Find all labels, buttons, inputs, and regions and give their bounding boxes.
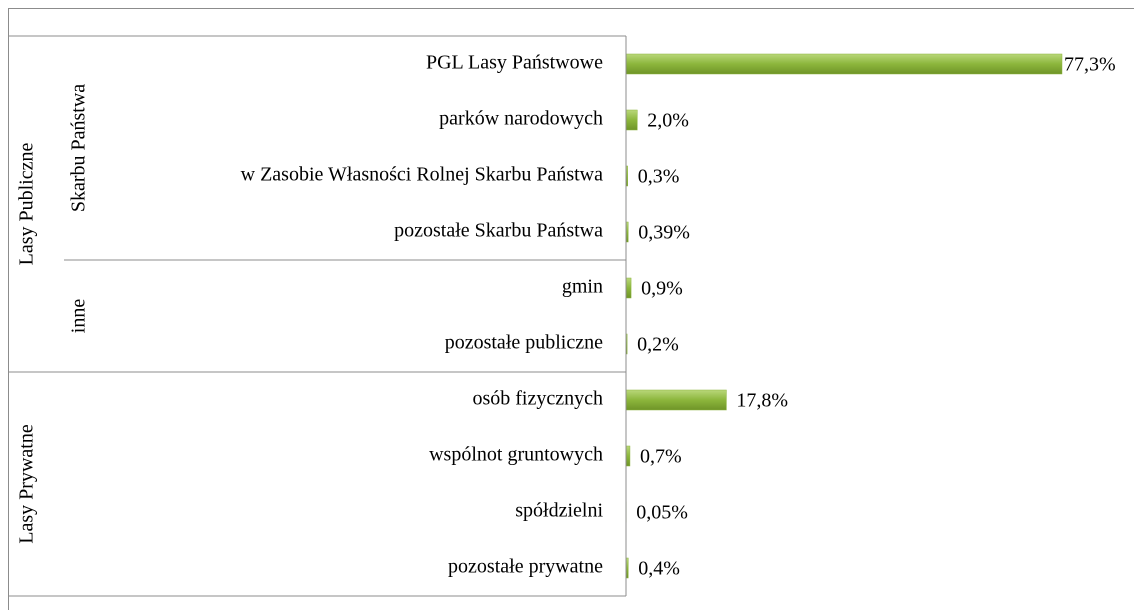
- category-label: parków narodowych: [439, 108, 603, 130]
- bar: [625, 109, 638, 131]
- value-label: 0,3%: [638, 166, 680, 188]
- value-label: 0,9%: [641, 278, 683, 300]
- category-label: wspólnot gruntowych: [429, 444, 603, 466]
- category-label: osób fizycznych: [472, 388, 603, 410]
- group-label: Lasy Publiczne: [16, 143, 38, 266]
- subgroup-label: inne: [68, 299, 90, 334]
- category-label: spółdzielni: [515, 500, 603, 522]
- value-label: 2,0%: [647, 110, 689, 132]
- category-label: pozostałe publiczne: [445, 332, 603, 354]
- category-label: pozostałe Skarbu Państwa: [394, 220, 603, 242]
- value-label: 0,2%: [637, 334, 679, 356]
- value-label: 0,39%: [638, 222, 690, 244]
- value-label: 77,3%: [1064, 54, 1116, 76]
- bar: [625, 389, 727, 411]
- bar: [625, 277, 632, 299]
- frame: [8, 8, 1134, 610]
- category-label: gmin: [562, 276, 603, 298]
- value-label: 0,05%: [636, 502, 688, 524]
- category-label: PGL Lasy Państwowe: [426, 52, 603, 74]
- value-label: 17,8%: [736, 390, 788, 412]
- value-label: 0,4%: [638, 558, 680, 580]
- bar: [625, 445, 631, 467]
- bar: [625, 53, 1063, 75]
- subgroup-label: Skarbu Państwa: [68, 84, 90, 212]
- value-label: 0,7%: [640, 446, 682, 468]
- category-label: w Zasobie Własności Rolnej Skarbu Państw…: [241, 164, 603, 186]
- category-label: pozostałe prywatne: [448, 556, 603, 578]
- group-label: Lasy Prywatne: [16, 424, 38, 544]
